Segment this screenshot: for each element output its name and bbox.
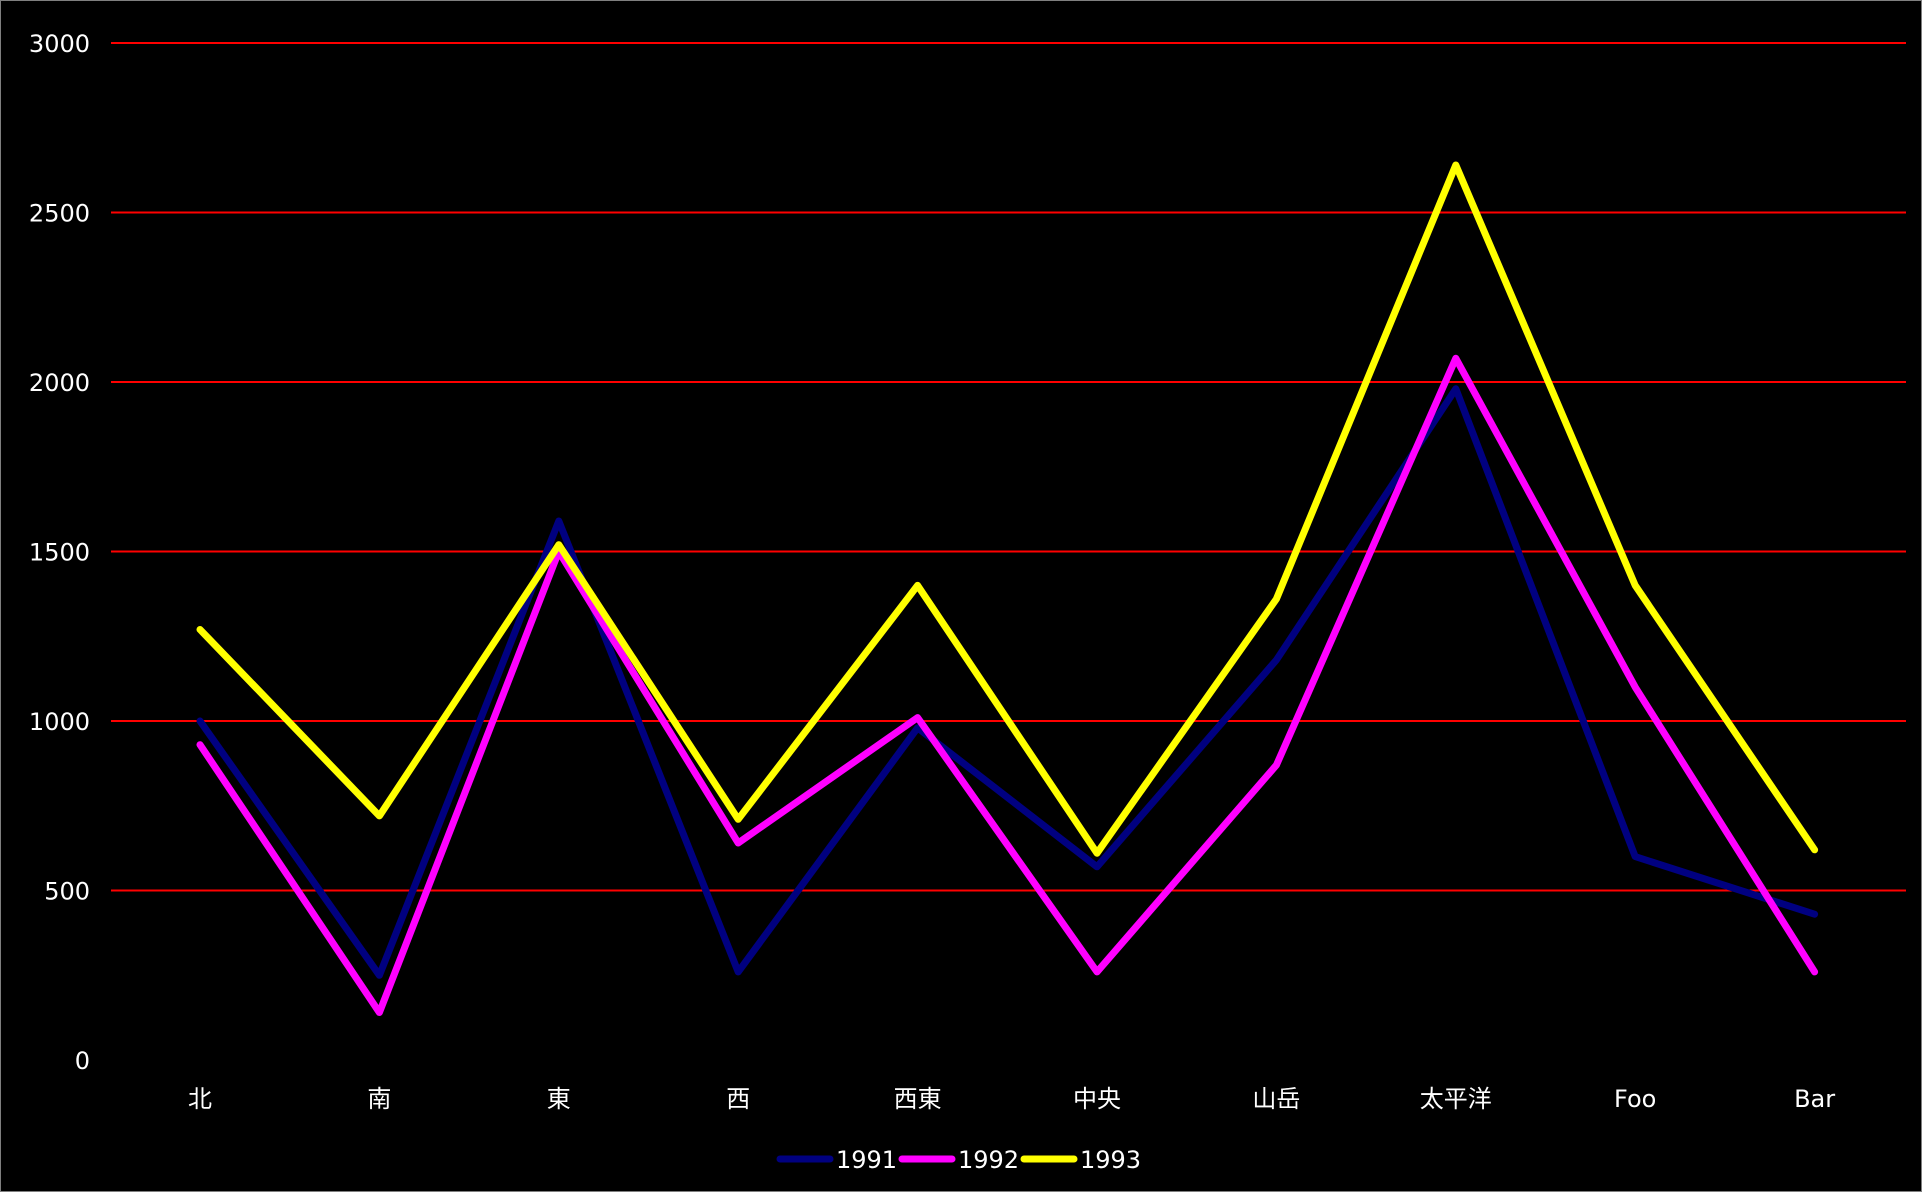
data-point [377,973,382,978]
data-point [556,518,561,523]
legend-item-1991: 1991 [776,1146,897,1174]
data-point [198,627,202,632]
series-line-1991 [196,385,1819,979]
y-axis-ticks: 0 500 1000 1500 2000 2500 3000 [29,30,90,1075]
series-1993 [196,161,1819,857]
legend: 1991 1992 1993 [776,1146,1141,1174]
data-point [1095,864,1099,869]
data-point [1812,969,1817,974]
data-point [1812,912,1817,917]
series-line-1993 [196,161,1819,857]
legend-label: 1991 [836,1146,897,1174]
x-tick-label: Bar [1794,1085,1835,1113]
data-point [736,817,741,822]
y-tick-label: 1000 [29,708,90,736]
x-tick-label: 東 [547,1085,571,1113]
legend-item-1992: 1992 [898,1146,1019,1174]
series-1991 [196,385,1819,979]
data-point [198,742,202,747]
x-tick-label: 南 [367,1085,391,1113]
x-tick-label: 山岳 [1252,1085,1300,1113]
x-axis-ticks: 北 南 東 西 西東 中央 山岳 太平洋 Foo Bar [188,1085,1835,1113]
data-point [1453,386,1458,391]
data-point [198,719,202,723]
y-tick-label: 0 [75,1047,90,1075]
x-tick-label: 西東 [894,1085,942,1113]
x-tick-label: 西 [726,1085,750,1113]
y-tick-label: 2000 [29,369,90,397]
data-point [1453,356,1458,361]
x-tick-label: 中央 [1073,1085,1121,1113]
x-tick-label: Foo [1614,1085,1656,1113]
x-tick-label: 太平洋 [1420,1085,1492,1113]
data-point [736,841,741,846]
y-tick-label: 1500 [29,539,90,567]
data-point [377,1010,382,1015]
y-tick-label: 2500 [29,200,90,228]
data-point [915,583,920,588]
y-tick-label: 500 [44,878,90,906]
data-point [556,542,561,547]
data-point [1633,583,1638,588]
gridlines [111,42,1906,892]
legend-item-1993: 1993 [1020,1146,1141,1174]
data-point [377,813,382,818]
data-point [1274,596,1279,601]
data-point [736,969,741,974]
data-point [1274,657,1279,662]
data-point [1633,685,1638,690]
x-tick-label: 北 [188,1085,212,1113]
data-point [1274,763,1279,768]
series-lines [196,161,1819,1016]
series-line-1992 [196,354,1819,1016]
data-point [1633,854,1638,859]
legend-label: 1993 [1080,1146,1141,1174]
data-point [1095,851,1099,856]
data-point [1453,163,1458,168]
legend-label: 1992 [958,1146,1019,1174]
data-point [915,715,920,720]
data-point [915,725,920,730]
y-tick-label: 3000 [29,30,90,58]
data-point [1095,969,1099,974]
data-point [1812,847,1817,852]
series-1992 [196,354,1819,1016]
